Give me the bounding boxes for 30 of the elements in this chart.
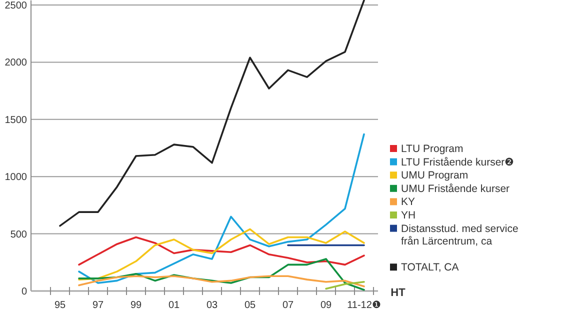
- y-tick-label: 1000: [4, 172, 28, 184]
- y-tick-label: 2000: [4, 58, 28, 69]
- x-tick-label: 05: [244, 300, 256, 311]
- x-axis-title: HT: [390, 287, 406, 299]
- legend-label: Distansstud. med service från Lärcentrum, ca: [401, 222, 518, 248]
- y-tick-label: 500: [10, 229, 28, 240]
- legend-label: LTU Program: [401, 143, 464, 155]
- legend-label: LTU Fristående kurser❷: [401, 156, 515, 168]
- x-tick-label: 99: [130, 300, 142, 311]
- x-tick-label: 09: [320, 300, 332, 311]
- legend-label: YH: [401, 210, 416, 222]
- line-series: [78, 258, 365, 291]
- y-tick-label: 1500: [4, 114, 28, 126]
- x-tick-label: 03: [206, 300, 218, 311]
- x-tick-label: 11-12❶: [347, 300, 381, 311]
- y-tick-label: 0: [21, 286, 28, 298]
- x-tick-label: 01: [168, 300, 180, 311]
- x-tick-label: 95: [54, 300, 66, 311]
- x-tick-label: 07: [282, 300, 294, 311]
- line-series: [59, 0, 365, 227]
- line-series: [78, 236, 365, 266]
- x-tick-label: 97: [92, 300, 104, 311]
- legend-label: UMU Fristående kurser: [401, 182, 510, 195]
- y-tick-label: 2500: [4, 0, 28, 12]
- legend-label: UMU Program: [401, 170, 468, 182]
- line-series: [78, 228, 365, 280]
- line-series: [78, 275, 365, 288]
- legend-label: TOTALT, CA: [401, 262, 459, 274]
- legend-label: KY: [401, 196, 416, 208]
- line-series: [78, 133, 365, 284]
